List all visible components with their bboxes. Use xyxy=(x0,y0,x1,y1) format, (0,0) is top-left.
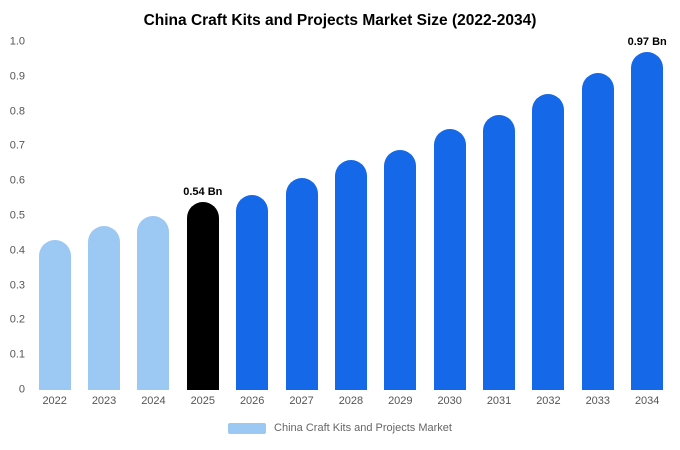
y-tick-label: 0.4 xyxy=(9,244,25,257)
chart-title: China Craft Kits and Projects Market Siz… xyxy=(143,12,537,29)
x-tick-label: 2034 xyxy=(634,395,660,407)
x-tick-label: 2022 xyxy=(42,395,67,407)
bar-column xyxy=(477,42,521,390)
x-tick-label: 2033 xyxy=(585,395,611,407)
y-tick-label: 0.1 xyxy=(9,348,25,361)
bar-2026 xyxy=(236,195,269,390)
bar-column: 0.54 Bn xyxy=(181,42,225,390)
bar-value-label: 0.54 Bn xyxy=(183,186,223,199)
x-tick-label: 2025 xyxy=(190,395,216,407)
y-tick-label: 0.6 xyxy=(9,174,25,187)
legend: China Craft Kits and Projects Market xyxy=(0,422,680,434)
y-tick-label: 0.9 xyxy=(9,70,25,83)
bar-2030 xyxy=(433,129,466,390)
bar-column xyxy=(230,42,274,390)
y-tick-label: 0.3 xyxy=(9,279,25,292)
bar-2022 xyxy=(38,240,71,390)
x-tick-label: 2029 xyxy=(388,395,413,407)
bar-2025 xyxy=(186,202,219,390)
bar-2029 xyxy=(384,149,417,390)
x-axis: 2022 2023 2024 2025 2026 2027 2028 2029 2030 2031… xyxy=(30,390,680,412)
x-tick-label: 2028 xyxy=(338,395,364,407)
bar-2032 xyxy=(532,94,565,390)
legend-swatch-icon xyxy=(228,422,267,434)
x-tick-label: 2024 xyxy=(141,395,166,407)
y-tick-label: 0.2 xyxy=(9,313,25,326)
bar-column xyxy=(329,42,373,390)
bar-2023 xyxy=(88,226,121,390)
chart-body: 0 0.1 0.2 0.3 0.4 0.5 0.6 0.7 0.8 0.9 1.0 0.54 Bn 0… xyxy=(0,36,680,395)
x-tick-label: 2027 xyxy=(289,395,314,407)
bar-2024 xyxy=(137,216,170,390)
y-tick-label: 0.7 xyxy=(9,139,25,152)
bar-column xyxy=(526,42,570,390)
x-tick-label: 2026 xyxy=(239,395,265,407)
bar-column xyxy=(131,42,175,390)
x-tick-label: 2031 xyxy=(486,395,512,407)
y-axis: 0 0.1 0.2 0.3 0.4 0.5 0.6 0.7 0.8 0.9 1.0 xyxy=(0,36,30,395)
y-tick-label: 0 xyxy=(18,383,25,396)
y-tick-label: 0.8 xyxy=(9,105,25,118)
bar-column xyxy=(378,42,422,390)
bar-column xyxy=(428,42,472,390)
bar-column xyxy=(33,42,77,390)
legend-label: China Craft Kits and Projects Market xyxy=(274,422,452,434)
bar-2034 xyxy=(631,52,664,390)
x-tick-label: 2030 xyxy=(437,395,462,407)
bar-2028 xyxy=(334,160,367,390)
bar-value-label: 0.97 Bn xyxy=(627,36,667,49)
bar-column: 0.97 Bn xyxy=(625,36,669,390)
bar-column xyxy=(280,42,324,390)
x-tick-label: 2032 xyxy=(536,395,561,407)
bar-column xyxy=(576,42,620,390)
bar-2031 xyxy=(483,115,516,390)
x-tick-label: 2023 xyxy=(91,395,117,407)
y-tick-label: 1.0 xyxy=(9,35,25,48)
plot-area: 0.54 Bn 0.97 Bn xyxy=(30,36,672,390)
y-tick-label: 0.5 xyxy=(9,209,25,222)
bar-column xyxy=(82,42,126,390)
bar-2027 xyxy=(285,177,318,390)
bar-2033 xyxy=(581,73,614,390)
